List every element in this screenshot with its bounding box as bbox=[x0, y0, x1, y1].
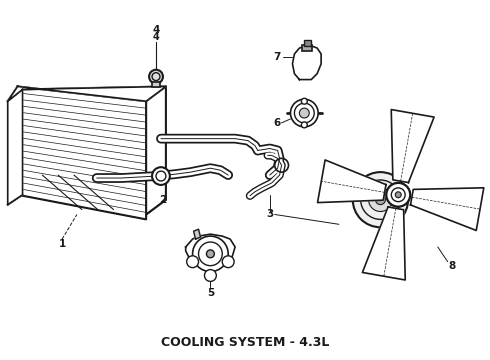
Bar bbox=[302, 45, 312, 51]
Text: 4: 4 bbox=[153, 32, 159, 42]
Circle shape bbox=[149, 70, 163, 84]
Circle shape bbox=[193, 236, 228, 271]
Text: 3: 3 bbox=[266, 210, 273, 220]
Circle shape bbox=[206, 250, 214, 258]
Polygon shape bbox=[194, 229, 200, 239]
Circle shape bbox=[152, 167, 170, 185]
Circle shape bbox=[301, 122, 307, 128]
Circle shape bbox=[395, 192, 401, 198]
Text: 1: 1 bbox=[58, 239, 66, 249]
Polygon shape bbox=[18, 86, 146, 219]
Text: COOLING SYSTEM - 4.3L: COOLING SYSTEM - 4.3L bbox=[161, 336, 329, 349]
Circle shape bbox=[187, 256, 198, 267]
Circle shape bbox=[299, 108, 309, 118]
Polygon shape bbox=[8, 86, 166, 101]
Polygon shape bbox=[411, 188, 484, 230]
Text: 8: 8 bbox=[448, 261, 455, 271]
Circle shape bbox=[301, 98, 307, 104]
Circle shape bbox=[291, 99, 318, 127]
Circle shape bbox=[387, 183, 410, 207]
Polygon shape bbox=[186, 234, 235, 267]
Polygon shape bbox=[391, 109, 434, 183]
Circle shape bbox=[395, 192, 401, 198]
Circle shape bbox=[375, 195, 386, 204]
Circle shape bbox=[387, 183, 410, 207]
Text: 5: 5 bbox=[207, 288, 214, 298]
Bar bbox=[152, 82, 160, 87]
Bar bbox=[304, 40, 311, 46]
Circle shape bbox=[353, 172, 408, 227]
Text: 6: 6 bbox=[273, 118, 280, 128]
Polygon shape bbox=[318, 160, 386, 203]
Text: 4: 4 bbox=[152, 25, 160, 35]
Polygon shape bbox=[8, 89, 23, 204]
Text: 7: 7 bbox=[273, 52, 280, 62]
Polygon shape bbox=[146, 86, 166, 215]
Polygon shape bbox=[293, 45, 321, 80]
Circle shape bbox=[222, 256, 234, 267]
Polygon shape bbox=[363, 207, 405, 280]
Text: 9: 9 bbox=[380, 261, 387, 271]
Circle shape bbox=[368, 188, 392, 212]
Circle shape bbox=[204, 270, 216, 282]
Text: 2: 2 bbox=[159, 195, 167, 205]
